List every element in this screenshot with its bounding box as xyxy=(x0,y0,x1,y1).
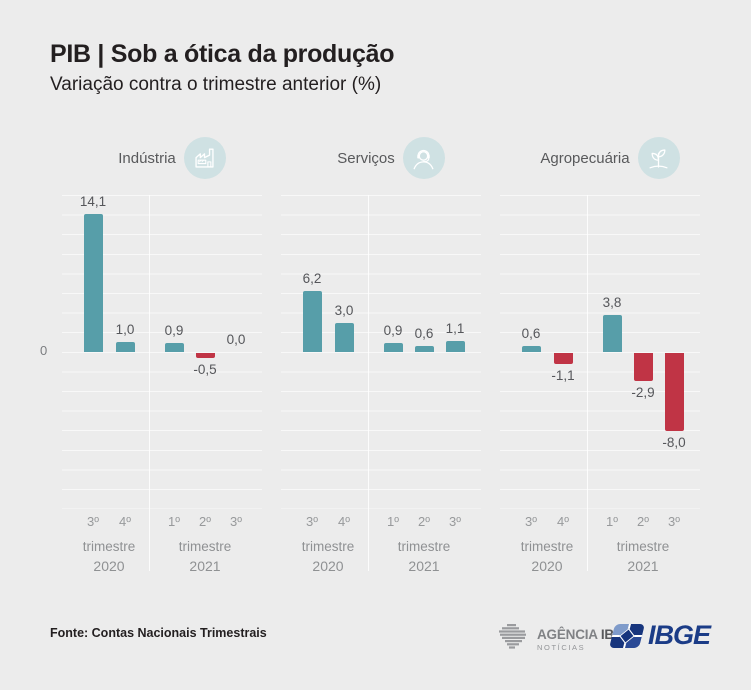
panel-header-industria: Indústria xyxy=(72,136,272,180)
bar xyxy=(164,343,184,352)
bar xyxy=(602,314,622,352)
plot-area: 14,1 1,0 0,9 -0,5 0,0 xyxy=(62,193,262,509)
x-axis-quarter-label: 4º xyxy=(119,514,131,529)
ibge-logo: IBGE xyxy=(609,620,711,651)
bar-value-label: 1,0 xyxy=(115,322,135,338)
x-axis-quarter-label: 2º xyxy=(199,514,211,529)
ibge-logo-text: IBGE xyxy=(648,620,711,650)
x-axis-trimestre-label: trimestre xyxy=(520,539,574,554)
bar-value-label: 6,2 xyxy=(302,271,322,287)
x-axis-trimestre-label: trimestre xyxy=(178,539,232,554)
x-axis-quarter-label: 4º xyxy=(338,514,350,529)
agencia-ibge-noticias-logo: AGÊNCIAIBGE NOTÍCIAS xyxy=(496,622,633,657)
bar xyxy=(302,291,322,352)
bar xyxy=(445,341,465,352)
x-axis-year-label: 2020 xyxy=(312,558,344,574)
x-axis-trimestre-label: trimestre xyxy=(82,539,136,554)
x-axis-trimestre-label: trimestre xyxy=(397,539,451,554)
bar xyxy=(414,346,434,352)
bar-value-label: 14,1 xyxy=(79,193,107,209)
x-axis-quarter-label: 3º xyxy=(87,514,99,529)
brazil-map-icon xyxy=(496,622,530,657)
panel-header-agropecuaria: Agropecuária xyxy=(510,136,710,180)
bar xyxy=(383,343,403,352)
x-axis-quarter-label: 1º xyxy=(606,514,618,529)
x-axis-trimestre-label: trimestre xyxy=(616,539,670,554)
bar-value-label: 0,0 xyxy=(226,332,246,347)
bar-value-label: 0,6 xyxy=(414,326,434,342)
x-axis-quarter-label: 4º xyxy=(557,514,569,529)
bar-value-label: -8,0 xyxy=(662,435,686,451)
x-axis-quarter-label: 1º xyxy=(387,514,399,529)
bar xyxy=(83,213,103,352)
x-axis-year-label: 2021 xyxy=(189,558,221,574)
bar xyxy=(664,353,684,432)
bar xyxy=(115,342,135,352)
bar-value-label: 3,0 xyxy=(334,302,354,318)
x-axis-trimestre-label: trimestre xyxy=(301,539,355,554)
panel-title: Indústria xyxy=(118,149,176,167)
panel-title: Agropecuária xyxy=(540,149,630,167)
plot-area: 6,2 3,0 0,9 0,6 1,1 xyxy=(281,195,481,509)
bar-value-label: 3,8 xyxy=(602,294,622,310)
headset-person-icon xyxy=(402,137,445,179)
bar xyxy=(334,322,354,352)
bar-value-label: -1,1 xyxy=(551,367,575,383)
x-axis-quarter-label: 1º xyxy=(168,514,180,529)
x-axis-quarter-label: 3º xyxy=(449,514,461,529)
year-divider xyxy=(587,195,588,571)
plant-icon xyxy=(637,137,680,179)
bar-value-label: -2,9 xyxy=(631,385,655,401)
plot-area: 0,6 -1,1 3,8 -2,9 -8,0 xyxy=(500,195,700,509)
bar-value-label: 1,1 xyxy=(445,321,465,337)
bar xyxy=(633,353,653,382)
bar-value-label: 0,9 xyxy=(383,323,403,339)
bar-value-label: 0,9 xyxy=(164,323,184,339)
year-divider xyxy=(149,195,150,571)
bar-value-label: -0,5 xyxy=(193,361,217,377)
bar xyxy=(195,353,215,358)
panel-header-servicos: Serviços xyxy=(291,136,491,180)
x-axis-year-label: 2020 xyxy=(531,558,563,574)
panel-servicos: Serviços 6,2 3,0 0,9 0,6 1,1 3º 4º 1º 2º 3º trime… xyxy=(281,0,481,690)
bar xyxy=(521,346,541,352)
chart-subtitle: Variação contra o trimestre anterior (%) xyxy=(50,74,382,95)
agencia-word: AGÊNCIA xyxy=(537,626,598,642)
ibge-symbol-icon xyxy=(609,623,645,648)
panel-agropecuaria: Agropecuária 0,6 -1,1 3,8 -2,9 -8,0 3º 4º 1º 2º… xyxy=(500,0,700,690)
x-axis-year-label: 2021 xyxy=(408,558,440,574)
y-axis-zero-label: 0 xyxy=(40,343,48,358)
x-axis-quarter-label: 3º xyxy=(525,514,537,529)
x-axis-quarter-label: 2º xyxy=(637,514,649,529)
x-axis-year-label: 2021 xyxy=(627,558,659,574)
source-note: Fonte: Contas Nacionais Trimestrais xyxy=(50,626,267,640)
x-axis-quarter-label: 2º xyxy=(418,514,430,529)
panel-title: Serviços xyxy=(337,149,395,167)
panel-industria: Indústria 14,1 1,0 0,9 -0,5 0,0 3º 4º 1º 2º 3º tr… xyxy=(62,0,262,690)
x-axis-quarter-label: 3º xyxy=(230,514,242,529)
agencia-noticias-text: NOTÍCIAS xyxy=(537,643,586,652)
year-divider xyxy=(368,195,369,571)
factory-icon xyxy=(183,137,226,179)
x-axis-quarter-label: 3º xyxy=(668,514,680,529)
bar xyxy=(553,353,573,364)
x-axis-quarter-label: 3º xyxy=(306,514,318,529)
x-axis-year-label: 2020 xyxy=(93,558,125,574)
bar-value-label: 0,6 xyxy=(521,326,541,342)
chart-title: PIB | Sob a ótica da produção xyxy=(50,40,395,68)
